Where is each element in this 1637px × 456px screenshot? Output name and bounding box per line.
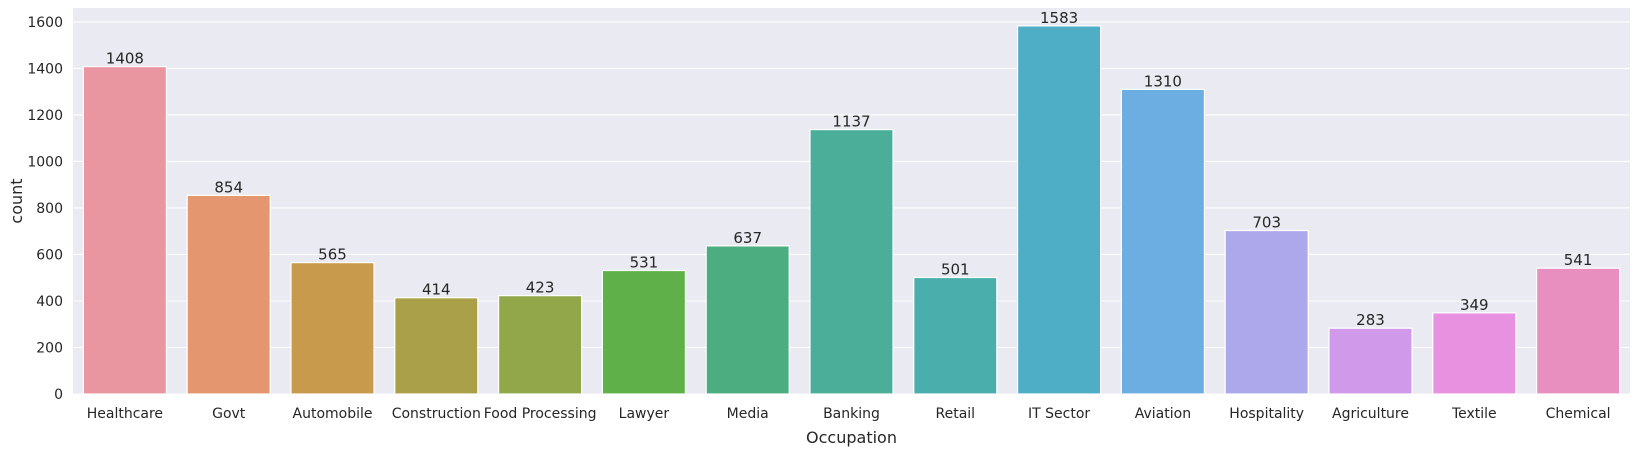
bar-food-processing: [497, 295, 583, 395]
y-tick-label: 800: [36, 201, 63, 217]
data-label: 1583: [1040, 9, 1078, 27]
bar-healthcare: [82, 65, 168, 395]
x-tick-label: IT Sector: [1028, 406, 1090, 422]
y-tick-label: 1200: [27, 108, 63, 124]
x-tick-label: Hospitality: [1229, 406, 1304, 422]
x-tick-label: Textile: [1451, 406, 1497, 422]
bar-retail: [913, 276, 998, 395]
bars: [82, 25, 1621, 395]
bar-agriculture: [1328, 327, 1413, 395]
data-label: 349: [1460, 296, 1489, 314]
y-tick-label: 1600: [27, 15, 63, 31]
x-tick-label: Retail: [936, 406, 976, 422]
bar-textile: [1432, 312, 1517, 395]
data-labels: 1408 854 565 414 423 531 637 1137 501 1583 1310 703…: [106, 9, 1593, 329]
bar-automobile: [290, 262, 375, 395]
y-tick-label: 0: [54, 387, 63, 403]
x-tick-label: Agriculture: [1332, 406, 1409, 422]
x-tick-label: Media: [727, 406, 769, 422]
data-label: 541: [1564, 251, 1593, 269]
bar-lawyer: [601, 269, 687, 395]
x-tick-label: Lawyer: [619, 406, 670, 422]
data-label: 423: [526, 279, 555, 297]
data-label: 565: [318, 246, 347, 264]
data-label: 1137: [832, 113, 870, 131]
bar-govt: [186, 194, 271, 395]
bar-media: [705, 245, 790, 395]
bar-chemical: [1535, 267, 1621, 395]
data-label: 283: [1356, 311, 1385, 329]
y-axis-ticks: 0 200 400 600 800 1000 1200 1400 1600: [27, 15, 63, 403]
x-tick-label: Healthcare: [87, 406, 163, 422]
x-tick-label: Construction: [392, 406, 481, 422]
data-label: 854: [214, 178, 243, 196]
x-tick-label: Aviation: [1135, 406, 1191, 422]
x-tick-label: Banking: [823, 406, 880, 422]
x-tick-label: Food Processing: [484, 406, 597, 422]
x-tick-label: Govt: [212, 406, 246, 422]
y-tick-label: 1000: [27, 154, 63, 170]
y-tick-label: 200: [36, 340, 63, 356]
y-tick-label: 600: [36, 247, 63, 263]
x-axis-ticks: Healthcare Govt Automobile Construction Food…: [87, 406, 1611, 422]
bar-construction: [394, 297, 479, 395]
x-tick-label: Chemical: [1546, 406, 1611, 422]
data-label: 414: [422, 281, 451, 299]
data-label: 703: [1252, 214, 1281, 232]
data-label: 501: [941, 261, 970, 279]
data-label: 1310: [1144, 72, 1182, 90]
bar-banking: [809, 129, 894, 395]
data-label: 531: [630, 254, 659, 272]
y-tick-label: 1400: [27, 61, 63, 77]
x-tick-label: Automobile: [293, 406, 373, 422]
data-label: 637: [733, 229, 762, 247]
bar-aviation: [1120, 88, 1206, 395]
y-tick-label: 400: [36, 294, 63, 310]
bar-hospitality: [1224, 229, 1309, 395]
data-label: 1408: [106, 50, 144, 68]
x-axis-title: Occupation: [806, 428, 897, 447]
bar-it-sector: [1016, 25, 1102, 395]
y-axis-title: count: [7, 178, 26, 223]
